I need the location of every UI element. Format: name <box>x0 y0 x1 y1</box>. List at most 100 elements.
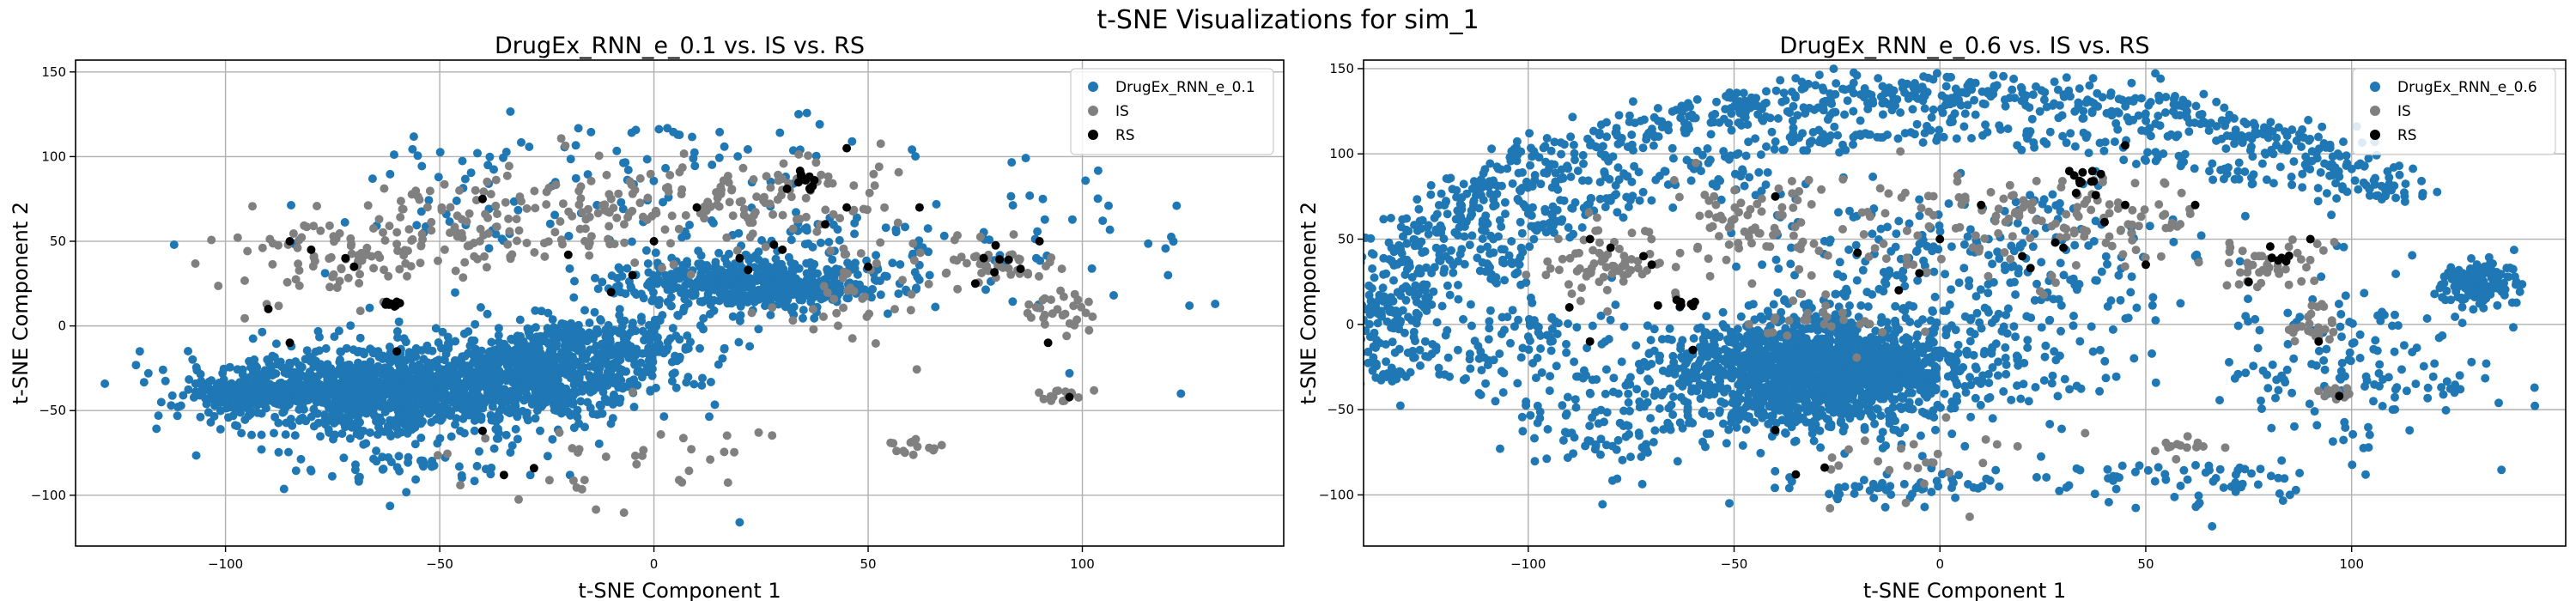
data-point <box>697 380 707 390</box>
data-point <box>1666 384 1674 393</box>
data-point <box>791 274 800 283</box>
data-point <box>677 163 687 173</box>
data-point <box>734 337 744 347</box>
data-point <box>586 345 595 355</box>
data-point <box>777 259 786 269</box>
data-point <box>392 240 402 249</box>
data-point <box>379 228 387 237</box>
data-point <box>1818 410 1827 420</box>
data-point <box>380 401 390 410</box>
data-point <box>1741 425 1751 434</box>
data-point <box>209 388 218 398</box>
data-point <box>453 211 462 221</box>
data-point <box>806 285 816 294</box>
data-point <box>738 283 748 293</box>
data-point <box>340 218 349 227</box>
data-point <box>425 373 434 382</box>
data-point <box>1105 225 1115 234</box>
legend-marker <box>1088 130 1098 140</box>
data-point <box>236 408 245 417</box>
data-point <box>586 387 595 397</box>
data-point <box>733 152 743 161</box>
data-point <box>812 227 822 236</box>
data-point <box>1038 194 1048 203</box>
data-point <box>395 264 404 274</box>
data-point <box>562 323 571 332</box>
data-point <box>735 253 744 263</box>
data-point <box>475 237 484 246</box>
data-point <box>470 252 479 261</box>
data-point <box>131 361 141 370</box>
data-point <box>329 434 337 444</box>
data-point <box>506 448 515 457</box>
data-point <box>908 249 918 258</box>
data-point <box>349 364 358 373</box>
data-point <box>314 384 324 393</box>
data-point <box>416 207 426 216</box>
data-point <box>184 347 192 355</box>
data-point <box>1657 335 1667 344</box>
data-point <box>752 192 762 202</box>
data-point <box>396 410 405 420</box>
data-point <box>658 264 666 273</box>
data-point <box>1704 379 1714 389</box>
data-point <box>1695 379 1704 389</box>
data-point <box>586 127 596 137</box>
data-point <box>416 241 426 251</box>
data-point <box>605 190 614 199</box>
data-point <box>602 358 611 367</box>
data-point <box>728 288 738 297</box>
data-point <box>1732 422 1741 432</box>
data-point <box>562 350 572 360</box>
plot-area <box>100 107 1220 527</box>
data-point <box>612 213 622 222</box>
data-point <box>909 256 919 265</box>
data-point <box>787 307 796 316</box>
data-point <box>575 224 585 234</box>
data-point <box>893 218 902 228</box>
data-point <box>544 395 554 404</box>
data-point <box>443 332 453 342</box>
data-point <box>747 308 756 318</box>
data-point <box>821 220 830 229</box>
data-point <box>1742 411 1752 421</box>
data-point <box>769 240 779 249</box>
data-point <box>629 319 637 327</box>
data-point <box>100 379 110 388</box>
data-point <box>494 324 503 333</box>
data-point <box>1006 191 1016 201</box>
data-point <box>1054 386 1063 396</box>
data-point <box>365 303 374 313</box>
data-point <box>598 201 607 210</box>
data-point <box>446 203 455 212</box>
data-point <box>1999 387 2008 396</box>
data-point <box>433 439 442 448</box>
data-point <box>491 175 501 185</box>
data-point <box>349 384 359 393</box>
data-point <box>382 297 392 307</box>
data-point <box>544 237 553 246</box>
data-point <box>1172 201 1182 210</box>
data-point <box>865 309 874 319</box>
data-point <box>291 373 301 382</box>
data-point <box>464 327 473 337</box>
data-point <box>747 293 756 301</box>
data-point <box>528 361 538 371</box>
data-point <box>939 231 949 240</box>
data-point <box>427 217 436 227</box>
data-point <box>386 429 394 439</box>
data-point <box>243 246 252 256</box>
data-point <box>1950 404 1959 413</box>
data-point <box>246 373 255 382</box>
data-point <box>329 368 338 378</box>
data-point <box>810 292 819 301</box>
data-point <box>416 434 426 442</box>
data-point <box>808 181 817 191</box>
y-tick-label: −100 <box>31 488 66 503</box>
data-point <box>210 411 219 421</box>
data-point <box>651 383 660 392</box>
data-point <box>842 203 852 212</box>
data-point <box>328 272 337 282</box>
data-point <box>455 185 465 195</box>
